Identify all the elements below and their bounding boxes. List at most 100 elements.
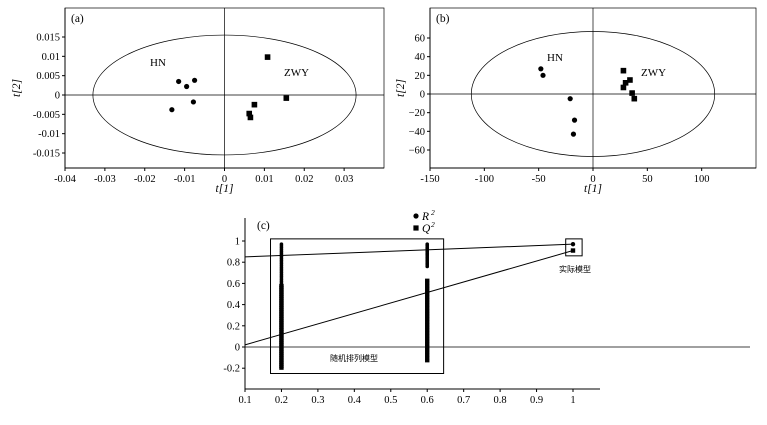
permutation-point-q2: [279, 331, 284, 335]
permutation-point-q2: [279, 322, 284, 326]
data-point-hn: [176, 78, 182, 85]
group-label-zwy: ZWY: [284, 67, 309, 79]
permutation-point-q2: [425, 306, 430, 310]
permutation-point-q2: [279, 320, 284, 324]
permutation-point-q2: [279, 311, 284, 315]
x-tick-label: 0.4: [348, 395, 362, 406]
x-tick-label: 0.02: [295, 174, 313, 185]
permutation-point-q2: [425, 328, 430, 332]
y-tick-label: 0.005: [36, 71, 60, 82]
permutation-box: [270, 238, 445, 374]
permutation-point-q2: [279, 324, 284, 328]
permutation-point-q2: [279, 351, 284, 356]
regression-line-q2: [244, 250, 574, 346]
y-tick-label: -0.015: [33, 149, 60, 160]
x-tick-label: 0.6: [421, 395, 434, 406]
legend-sup: 2: [431, 208, 435, 217]
permutation-point-q2: [279, 353, 284, 357]
data-point-zwy: [620, 67, 627, 74]
y-tick-label: 0.01: [42, 52, 60, 63]
actual-model-label: 实际模型: [559, 264, 591, 274]
permutation-point-q2: [279, 344, 284, 348]
permutation-point-q2: [279, 296, 284, 300]
x-tick-label: 0.7: [457, 395, 470, 406]
permutation-point-r2: [425, 242, 430, 246]
permutation-point-q2: [425, 300, 430, 305]
x-tick-label: 0.5: [384, 395, 397, 406]
y-tick-label: 0.2: [227, 321, 240, 332]
y-tick-label: −20: [409, 108, 425, 119]
data-point-hn: [191, 77, 198, 83]
x-tick-label: 0.9: [530, 395, 543, 406]
y-axis-label: t[2]: [11, 79, 23, 97]
data-point-zwy: [620, 84, 627, 91]
permutation-point-q2: [279, 364, 284, 368]
regression-line-r2: [244, 243, 574, 258]
permutation-point-q2: [279, 355, 284, 359]
permutation-point-q2: [425, 325, 430, 330]
y-tick-label: 0.015: [36, 33, 60, 44]
x-tick-label: -50: [532, 174, 546, 185]
actual-point-r2: [570, 241, 576, 247]
y-tick-label: 0.4: [227, 300, 241, 311]
permutation-point-q2: [425, 342, 430, 346]
x-tick-label: 0.2: [275, 395, 288, 406]
x-tick-label: -0.04: [54, 174, 77, 185]
data-point-hn: [169, 107, 175, 113]
permutation-point-q2: [425, 281, 430, 285]
permutation-point-q2: [279, 298, 284, 302]
permutation-point-q2: [425, 284, 430, 288]
permutation-point-q2: [279, 361, 284, 365]
permutation-point-q2: [279, 328, 284, 332]
x-tick-label: -0.03: [94, 174, 116, 185]
data-point-zwy: [264, 54, 271, 60]
permutation-point-q2: [279, 335, 284, 339]
permutation-point-q2: [279, 313, 284, 317]
permutation-point-q2: [425, 295, 430, 299]
actual-point-q2: [570, 248, 576, 253]
data-point-zwy: [622, 80, 629, 86]
group-label-hn: HN: [547, 52, 563, 64]
x-tick-label: 0.1: [238, 395, 251, 406]
permutation-point-q2: [279, 359, 284, 363]
data-point-hn: [184, 83, 190, 90]
permutation-point-q2: [279, 348, 284, 352]
permutation-point-q2: [279, 346, 284, 350]
y-tick-label: 1: [235, 237, 240, 248]
permutation-point-q2: [279, 337, 284, 341]
panel-label: (c): [257, 220, 270, 232]
permutation-point-q2: [425, 286, 430, 291]
data-point-hn: [567, 96, 573, 102]
actual-model-box: [565, 238, 583, 257]
y-tick-label: 20: [415, 71, 426, 82]
x-tick-label: 0.3: [311, 395, 324, 406]
permutation-point-q2: [279, 357, 284, 361]
permutation-point-q2: [279, 305, 284, 310]
panel-label: (b): [436, 13, 450, 25]
y-tick-label: 0.8: [227, 258, 240, 269]
y-tick-label: 0: [55, 91, 60, 102]
permutation-point-q2: [279, 309, 284, 313]
x-axis-label: t[1]: [584, 183, 602, 195]
permutation-point-q2: [279, 366, 284, 370]
permutation-point-q2: [279, 326, 284, 330]
y-tick-label: 0.6: [227, 279, 240, 290]
permutation-point-q2: [279, 294, 284, 299]
permutation-point-q2: [425, 323, 430, 327]
data-point-hn: [190, 99, 196, 105]
y-tick-label: 40: [415, 52, 426, 63]
permutation-point-q2: [279, 307, 284, 312]
group-label-zwy: ZWY: [641, 67, 666, 79]
x-tick-label: -0.01: [174, 174, 196, 185]
permutation-point-r2: [279, 242, 284, 246]
data-point-zwy: [251, 101, 258, 108]
legend-marker-r: [413, 213, 419, 219]
permutation-point-q2: [279, 291, 284, 295]
permutation-point-q2: [425, 359, 430, 363]
legend-label-q: Q: [422, 223, 431, 235]
x-tick-label: 0.01: [255, 174, 273, 185]
x-tick-label: -150: [420, 174, 439, 185]
data-point-hn: [540, 72, 546, 78]
y-tick-label: 0: [420, 90, 425, 101]
